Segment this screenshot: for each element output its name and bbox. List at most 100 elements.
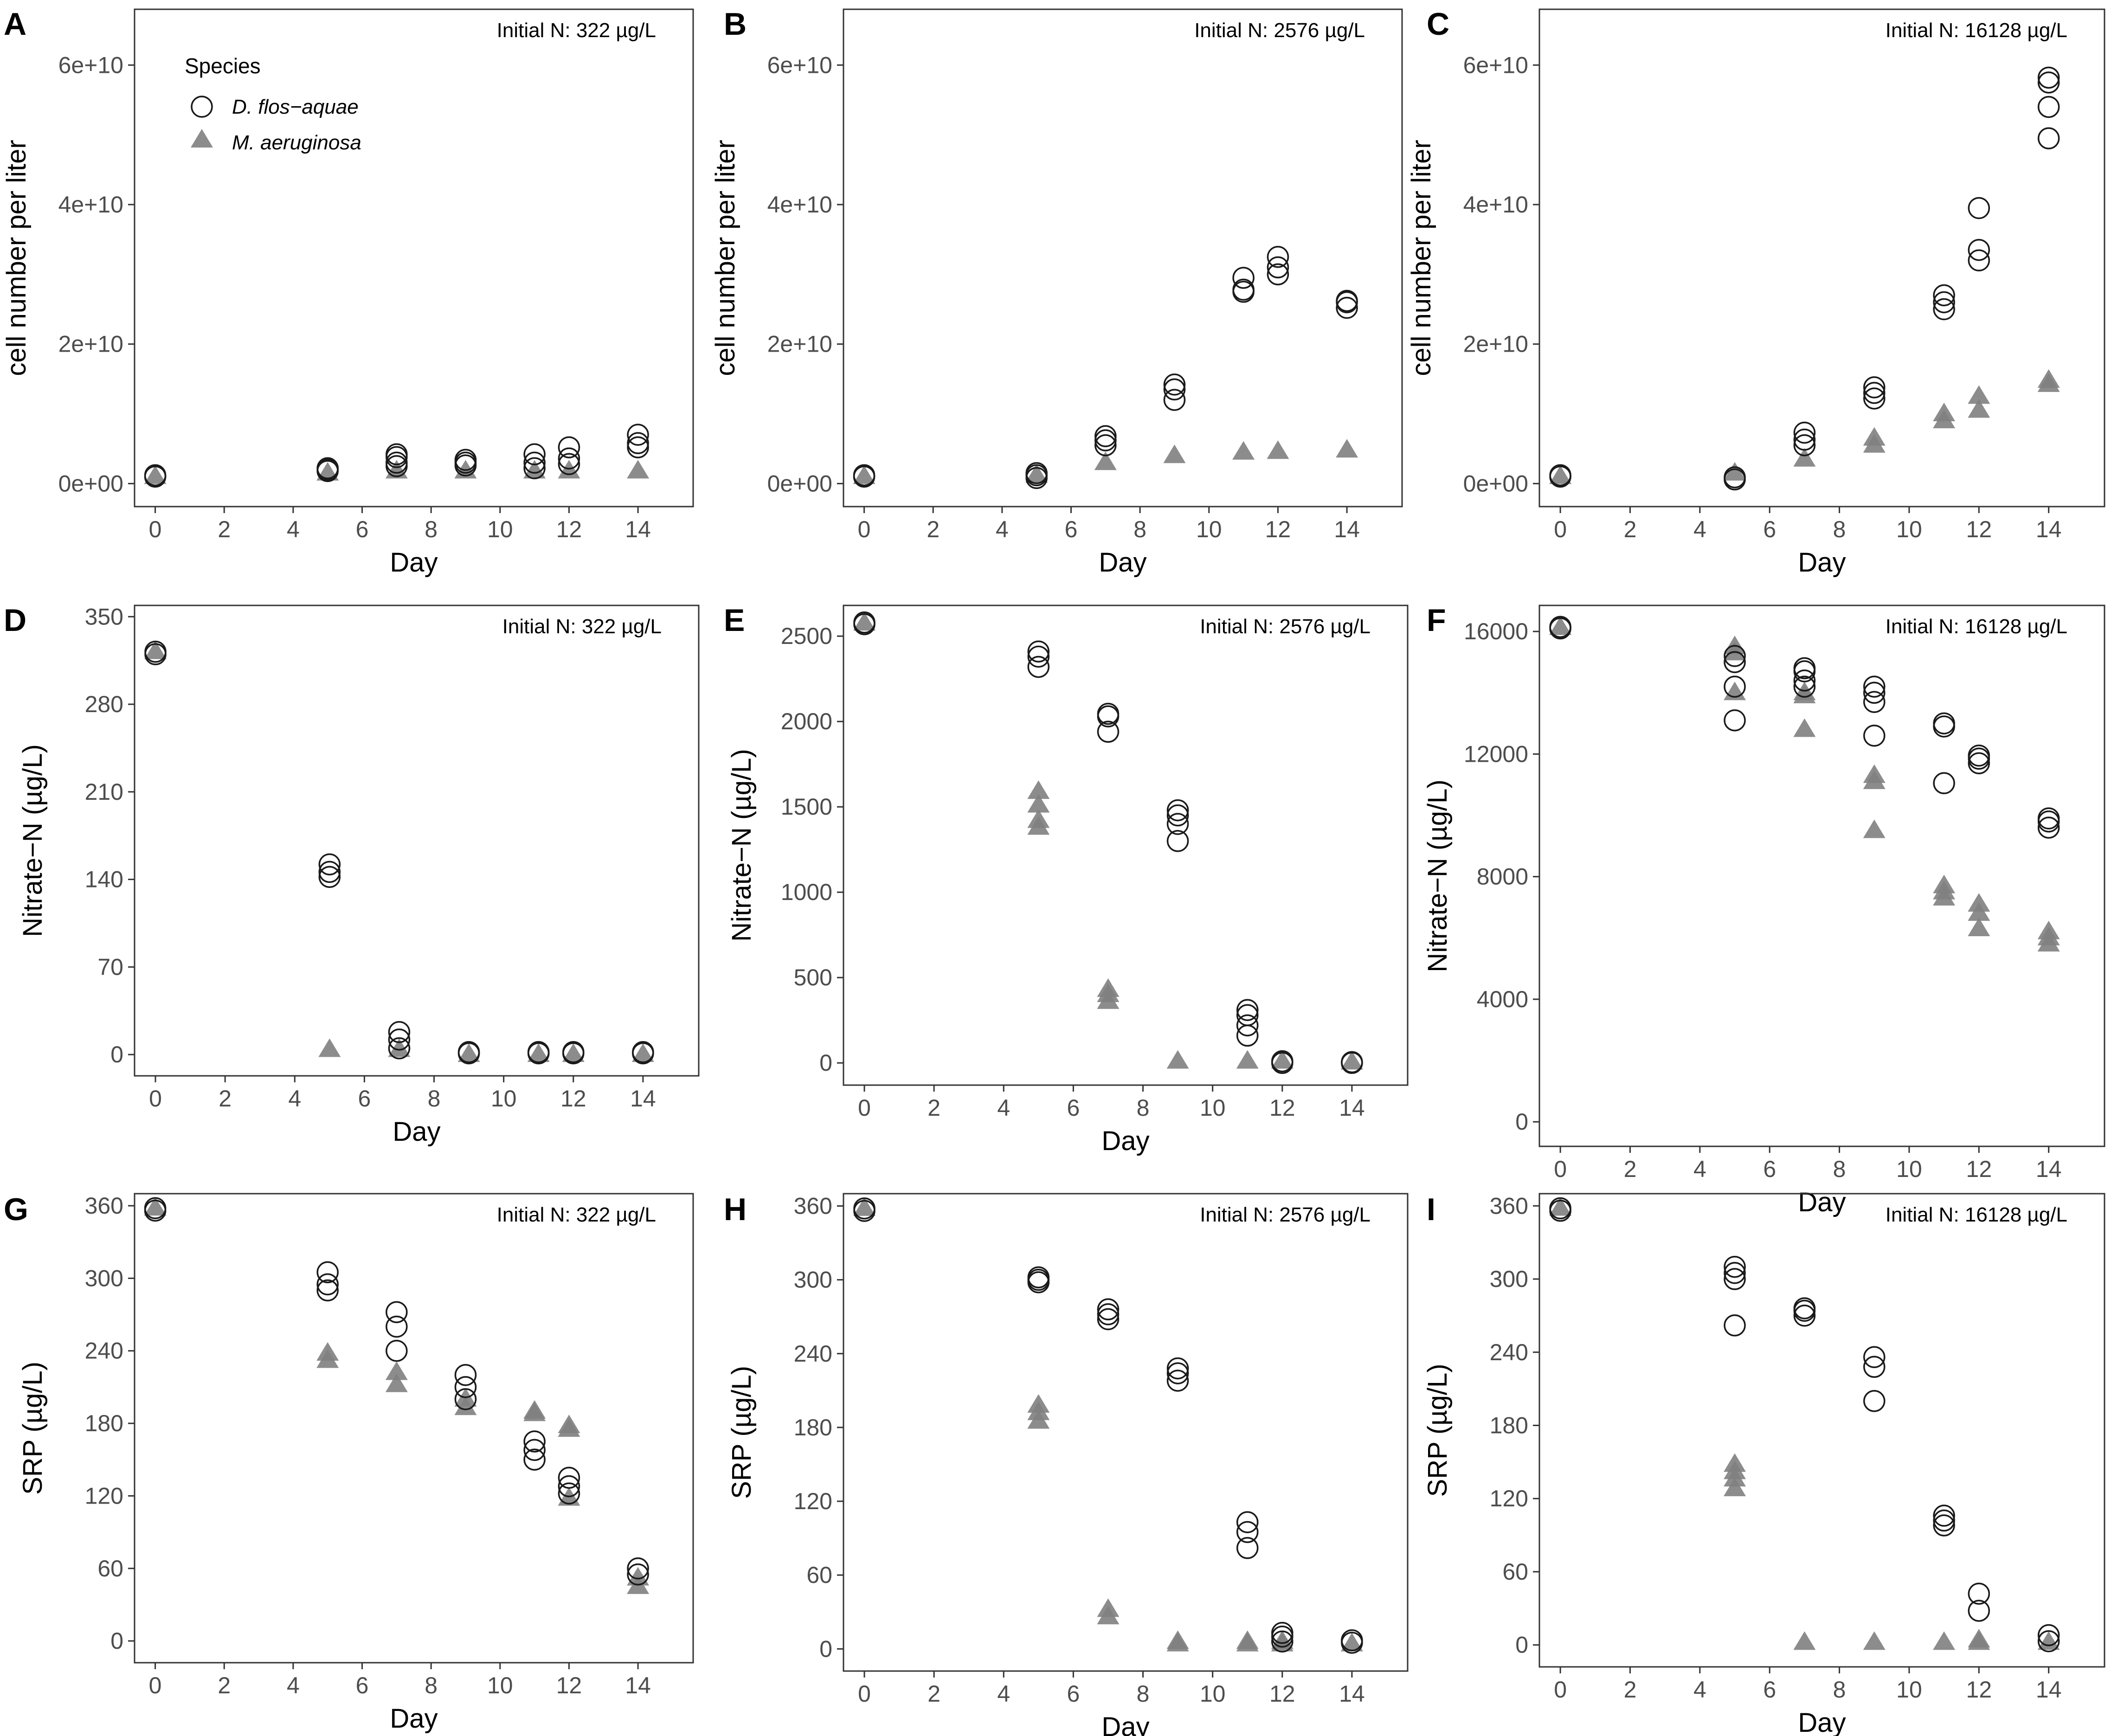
x-tick-label-d: 0	[149, 1086, 162, 1112]
point-d-flos-aquae-i	[1793, 1305, 1816, 1327]
point-m-aeruginosa-f	[1968, 893, 1990, 912]
point-d-flos-aquae-f	[1724, 651, 1746, 673]
point-d-flos-aquae-g	[316, 1273, 339, 1296]
point-m-aeruginosa-d	[388, 1038, 411, 1057]
point-d-flos-aquae-e	[1166, 830, 1189, 852]
y-tick-label-i: 60	[1502, 1559, 1528, 1585]
point-m-aeruginosa-b	[1025, 464, 1048, 483]
point-d-flos-aquae-i	[1724, 1268, 1746, 1290]
point-m-aeruginosa-c	[1724, 462, 1746, 481]
panel-letter-d: D	[4, 603, 26, 638]
x-tick-label-d: 10	[491, 1086, 517, 1112]
point-d-flos-aquae-c	[1793, 428, 1816, 451]
point-m-aeruginosa-d	[318, 1038, 341, 1057]
x-tick-label-h: 6	[1067, 1681, 1080, 1707]
point-m-aeruginosa-b	[1232, 441, 1255, 460]
y-tick-label-e: 0	[819, 1050, 832, 1076]
y-tick-label-h: 0	[819, 1636, 832, 1662]
point-d-flos-aquae-a	[523, 451, 546, 474]
panel-letter-a: A	[4, 6, 26, 42]
point-m-aeruginosa-c	[1793, 448, 1816, 467]
point-m-aeruginosa-c	[1933, 403, 1956, 422]
y-tick-label-e: 2500	[781, 623, 832, 649]
annotation-a: Initial N: 322 µg/L	[497, 19, 656, 42]
x-tick-label-d: 12	[560, 1086, 586, 1112]
panel-border-b	[843, 8, 1403, 508]
y-tick-label-c: 0e+00	[1463, 470, 1528, 496]
point-d-flos-aquae-g	[386, 1315, 408, 1338]
y-tick-label-d: 70	[97, 954, 123, 980]
point-d-flos-aquae-h	[1166, 1357, 1189, 1380]
panel-letter-h: H	[724, 1192, 747, 1227]
panel-letter-c: C	[1427, 6, 1449, 42]
x-tick-label-i: 4	[1693, 1677, 1706, 1703]
point-m-aeruginosa-b	[1163, 444, 1186, 463]
point-d-flos-aquae-i	[1793, 1297, 1816, 1319]
point-m-aeruginosa-f	[1724, 636, 1746, 655]
x-tick-label-h: 8	[1137, 1681, 1150, 1707]
point-m-aeruginosa-d	[144, 640, 167, 659]
y-tick-label-f: 8000	[1477, 864, 1528, 890]
annotation-c: Initial N: 16128 µg/L	[1886, 19, 2067, 42]
x-tick-label-e: 0	[858, 1095, 871, 1121]
point-m-aeruginosa-f	[1968, 917, 1990, 936]
x-tick-label-g: 14	[625, 1672, 651, 1698]
point-d-flos-aquae-e	[1271, 1050, 1294, 1073]
y-tick-label-h: 180	[794, 1415, 832, 1440]
x-tick-label-c: 8	[1833, 516, 1846, 542]
point-d-flos-aquae-b	[1267, 263, 1289, 286]
x-tick-label-c: 10	[1896, 516, 1922, 542]
y-tick-label-h: 60	[806, 1562, 832, 1588]
x-tick-label-b: 10	[1196, 516, 1222, 542]
panel-border-a	[134, 8, 694, 508]
point-m-aeruginosa-i	[1549, 1197, 1572, 1216]
point-m-aeruginosa-g	[144, 1197, 167, 1216]
point-m-aeruginosa-i	[2037, 1631, 2060, 1650]
point-d-flos-aquae-e	[1166, 799, 1189, 822]
panel-border-g	[134, 1193, 694, 1664]
point-d-flos-aquae-h	[853, 1197, 875, 1220]
y-tick-label-g: 0	[110, 1628, 123, 1654]
point-d-flos-aquae-a	[558, 447, 580, 470]
point-d-flos-aquae-c	[1793, 421, 1816, 444]
point-d-flos-aquae-e	[1166, 813, 1189, 835]
point-d-flos-aquae-i	[1724, 1262, 1746, 1284]
point-d-flos-aquae-f	[1724, 675, 1746, 698]
y-axis-title-h: SRP (µg/L)	[727, 1366, 757, 1499]
panel-letter-i: I	[1427, 1192, 1435, 1227]
x-tick-label-c: 14	[2036, 516, 2062, 542]
x-axis-title-a: Day	[390, 547, 438, 578]
point-d-flos-aquae-c	[1968, 197, 1990, 219]
point-m-aeruginosa-g	[385, 1361, 408, 1380]
point-m-aeruginosa-e	[1236, 1050, 1259, 1069]
x-tick-label-g: 8	[425, 1672, 438, 1698]
x-tick-label-d: 4	[288, 1086, 301, 1112]
point-d-flos-aquae-h	[1236, 1537, 1259, 1559]
y-tick-label-g: 60	[97, 1556, 123, 1582]
point-d-flos-aquae-i	[1968, 1582, 1990, 1605]
x-tick-label-a: 6	[356, 516, 369, 542]
x-axis-title-i: Day	[1798, 1708, 1846, 1736]
annotation-g: Initial N: 322 µg/L	[497, 1203, 656, 1226]
point-d-flos-aquae-g	[386, 1301, 408, 1324]
x-tick-label-i: 14	[2036, 1677, 2062, 1703]
panel-border-f	[1538, 604, 2105, 1147]
point-d-flos-aquae-g	[558, 1475, 580, 1498]
point-m-aeruginosa-d	[527, 1043, 550, 1062]
point-d-flos-aquae-a	[316, 457, 339, 480]
point-d-flos-aquae-h	[1271, 1630, 1294, 1653]
point-d-flos-aquae-e	[1097, 720, 1120, 743]
panel-border-e	[843, 604, 1409, 1086]
y-tick-label-a: 0e+00	[58, 470, 123, 496]
point-d-flos-aquae-c	[1863, 376, 1886, 399]
y-tick-label-h: 120	[794, 1488, 832, 1514]
point-d-flos-aquae-f	[1724, 645, 1746, 667]
y-tick-label-h: 300	[794, 1267, 832, 1293]
x-tick-label-i: 10	[1896, 1677, 1922, 1703]
point-d-flos-aquae-c	[1933, 284, 1955, 307]
panel-i: I 0 2 4 6 8 10 12 14 Day 0 60 120 180 240 300 360 SRP (µg…	[1422, 1192, 2105, 1736]
point-d-flos-aquae-h	[1341, 1629, 1363, 1652]
x-tick-label-g: 0	[149, 1672, 162, 1698]
x-tick-label-b: 2	[927, 516, 940, 542]
